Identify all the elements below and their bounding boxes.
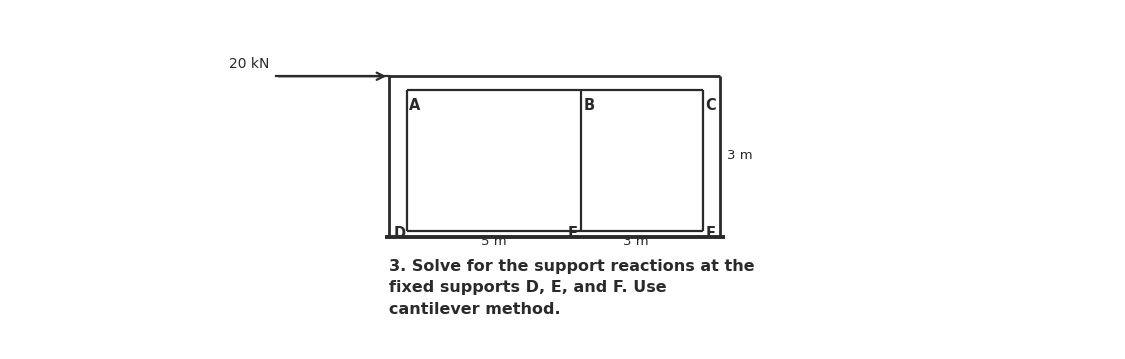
Text: A: A <box>410 98 421 113</box>
Text: E: E <box>568 225 578 241</box>
Text: 3 m: 3 m <box>623 235 649 248</box>
Text: 3 m: 3 m <box>727 149 753 162</box>
Text: 3. Solve for the support reactions at the
fixed supports D, E, and F. Use
cantil: 3. Solve for the support reactions at th… <box>389 259 755 317</box>
Text: F: F <box>705 225 716 241</box>
Text: 5 m: 5 m <box>480 235 506 248</box>
Text: D: D <box>394 225 406 241</box>
Text: B: B <box>584 98 595 113</box>
Text: C: C <box>705 98 717 113</box>
Text: 20 kN: 20 kN <box>229 57 270 71</box>
